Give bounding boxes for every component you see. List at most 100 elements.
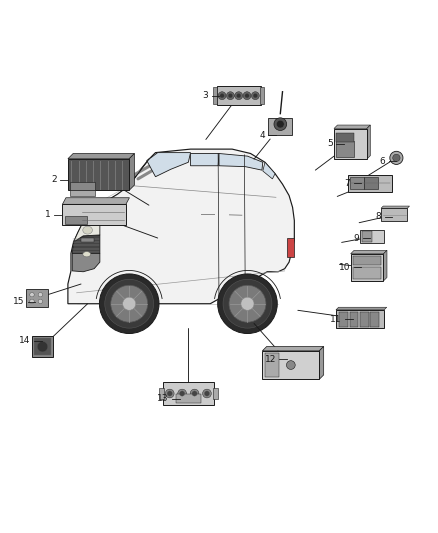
Circle shape [274,118,286,131]
Circle shape [38,293,42,297]
Polygon shape [72,253,100,272]
Polygon shape [109,209,119,219]
Text: 3: 3 [202,91,208,100]
Circle shape [204,391,210,396]
Polygon shape [367,125,370,159]
Text: 7: 7 [345,179,350,188]
Circle shape [286,361,295,369]
Circle shape [253,93,258,98]
Circle shape [220,93,224,98]
Polygon shape [129,154,134,190]
FancyBboxPatch shape [334,128,367,159]
Circle shape [245,93,249,98]
Polygon shape [63,198,130,204]
FancyBboxPatch shape [26,289,48,307]
Circle shape [167,391,173,396]
Circle shape [241,297,254,310]
Bar [353,256,381,265]
Text: 10: 10 [339,263,350,272]
Circle shape [276,120,284,128]
FancyBboxPatch shape [262,351,319,379]
Circle shape [30,293,34,297]
Bar [360,312,368,327]
FancyBboxPatch shape [348,175,392,191]
Circle shape [226,92,234,100]
Circle shape [180,391,185,396]
Bar [81,238,94,243]
Polygon shape [147,152,191,177]
FancyBboxPatch shape [336,310,384,328]
Circle shape [166,389,174,398]
Bar [260,87,264,104]
Circle shape [390,151,403,165]
Polygon shape [384,251,387,281]
Circle shape [218,92,226,100]
Text: 2: 2 [51,175,57,184]
Circle shape [38,299,42,304]
Bar [339,312,348,327]
Circle shape [105,279,154,328]
Bar [176,394,201,403]
Bar [350,177,364,189]
FancyBboxPatch shape [287,238,294,257]
Circle shape [99,274,159,334]
Polygon shape [262,346,324,351]
Text: 14: 14 [19,336,31,345]
Text: 4: 4 [259,131,265,140]
Text: 9: 9 [353,233,359,243]
Circle shape [218,274,277,334]
FancyBboxPatch shape [268,118,292,135]
Text: 8: 8 [375,212,381,221]
FancyBboxPatch shape [68,159,129,190]
Circle shape [37,342,48,352]
Polygon shape [263,162,275,179]
Ellipse shape [83,226,92,234]
Circle shape [243,92,251,100]
Bar [65,216,87,224]
Circle shape [251,92,259,100]
Bar [336,141,354,157]
Polygon shape [350,251,387,254]
Polygon shape [319,346,324,379]
FancyBboxPatch shape [350,254,384,281]
Bar [159,387,164,399]
Text: 13: 13 [157,394,169,403]
Circle shape [223,279,272,328]
Circle shape [30,299,34,304]
Bar [370,312,379,327]
FancyBboxPatch shape [360,230,385,243]
Circle shape [235,92,243,100]
FancyBboxPatch shape [217,86,261,105]
Polygon shape [68,149,294,304]
Text: 12: 12 [265,355,276,364]
Bar [213,387,218,399]
Polygon shape [191,154,219,166]
Bar [362,231,371,242]
Polygon shape [74,223,100,242]
Circle shape [190,389,199,398]
FancyBboxPatch shape [32,336,53,357]
Bar [70,190,95,196]
Circle shape [393,154,400,161]
Text: 1: 1 [45,211,50,219]
Circle shape [123,297,136,310]
Circle shape [178,389,187,398]
Circle shape [229,285,266,322]
Text: 6: 6 [380,157,385,166]
Polygon shape [72,235,100,253]
Polygon shape [381,206,410,208]
FancyBboxPatch shape [381,208,407,221]
Polygon shape [336,307,387,310]
Bar [336,133,354,142]
Circle shape [202,389,212,398]
Polygon shape [334,125,370,128]
Text: 5: 5 [327,139,333,148]
FancyBboxPatch shape [163,382,214,405]
FancyBboxPatch shape [63,204,126,225]
Circle shape [192,391,197,396]
Bar [213,87,217,104]
Polygon shape [219,154,263,170]
Text: 15: 15 [13,297,24,306]
Bar [364,177,378,189]
Ellipse shape [83,252,91,257]
